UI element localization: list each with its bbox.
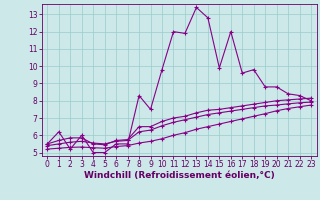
X-axis label: Windchill (Refroidissement éolien,°C): Windchill (Refroidissement éolien,°C)	[84, 171, 275, 180]
